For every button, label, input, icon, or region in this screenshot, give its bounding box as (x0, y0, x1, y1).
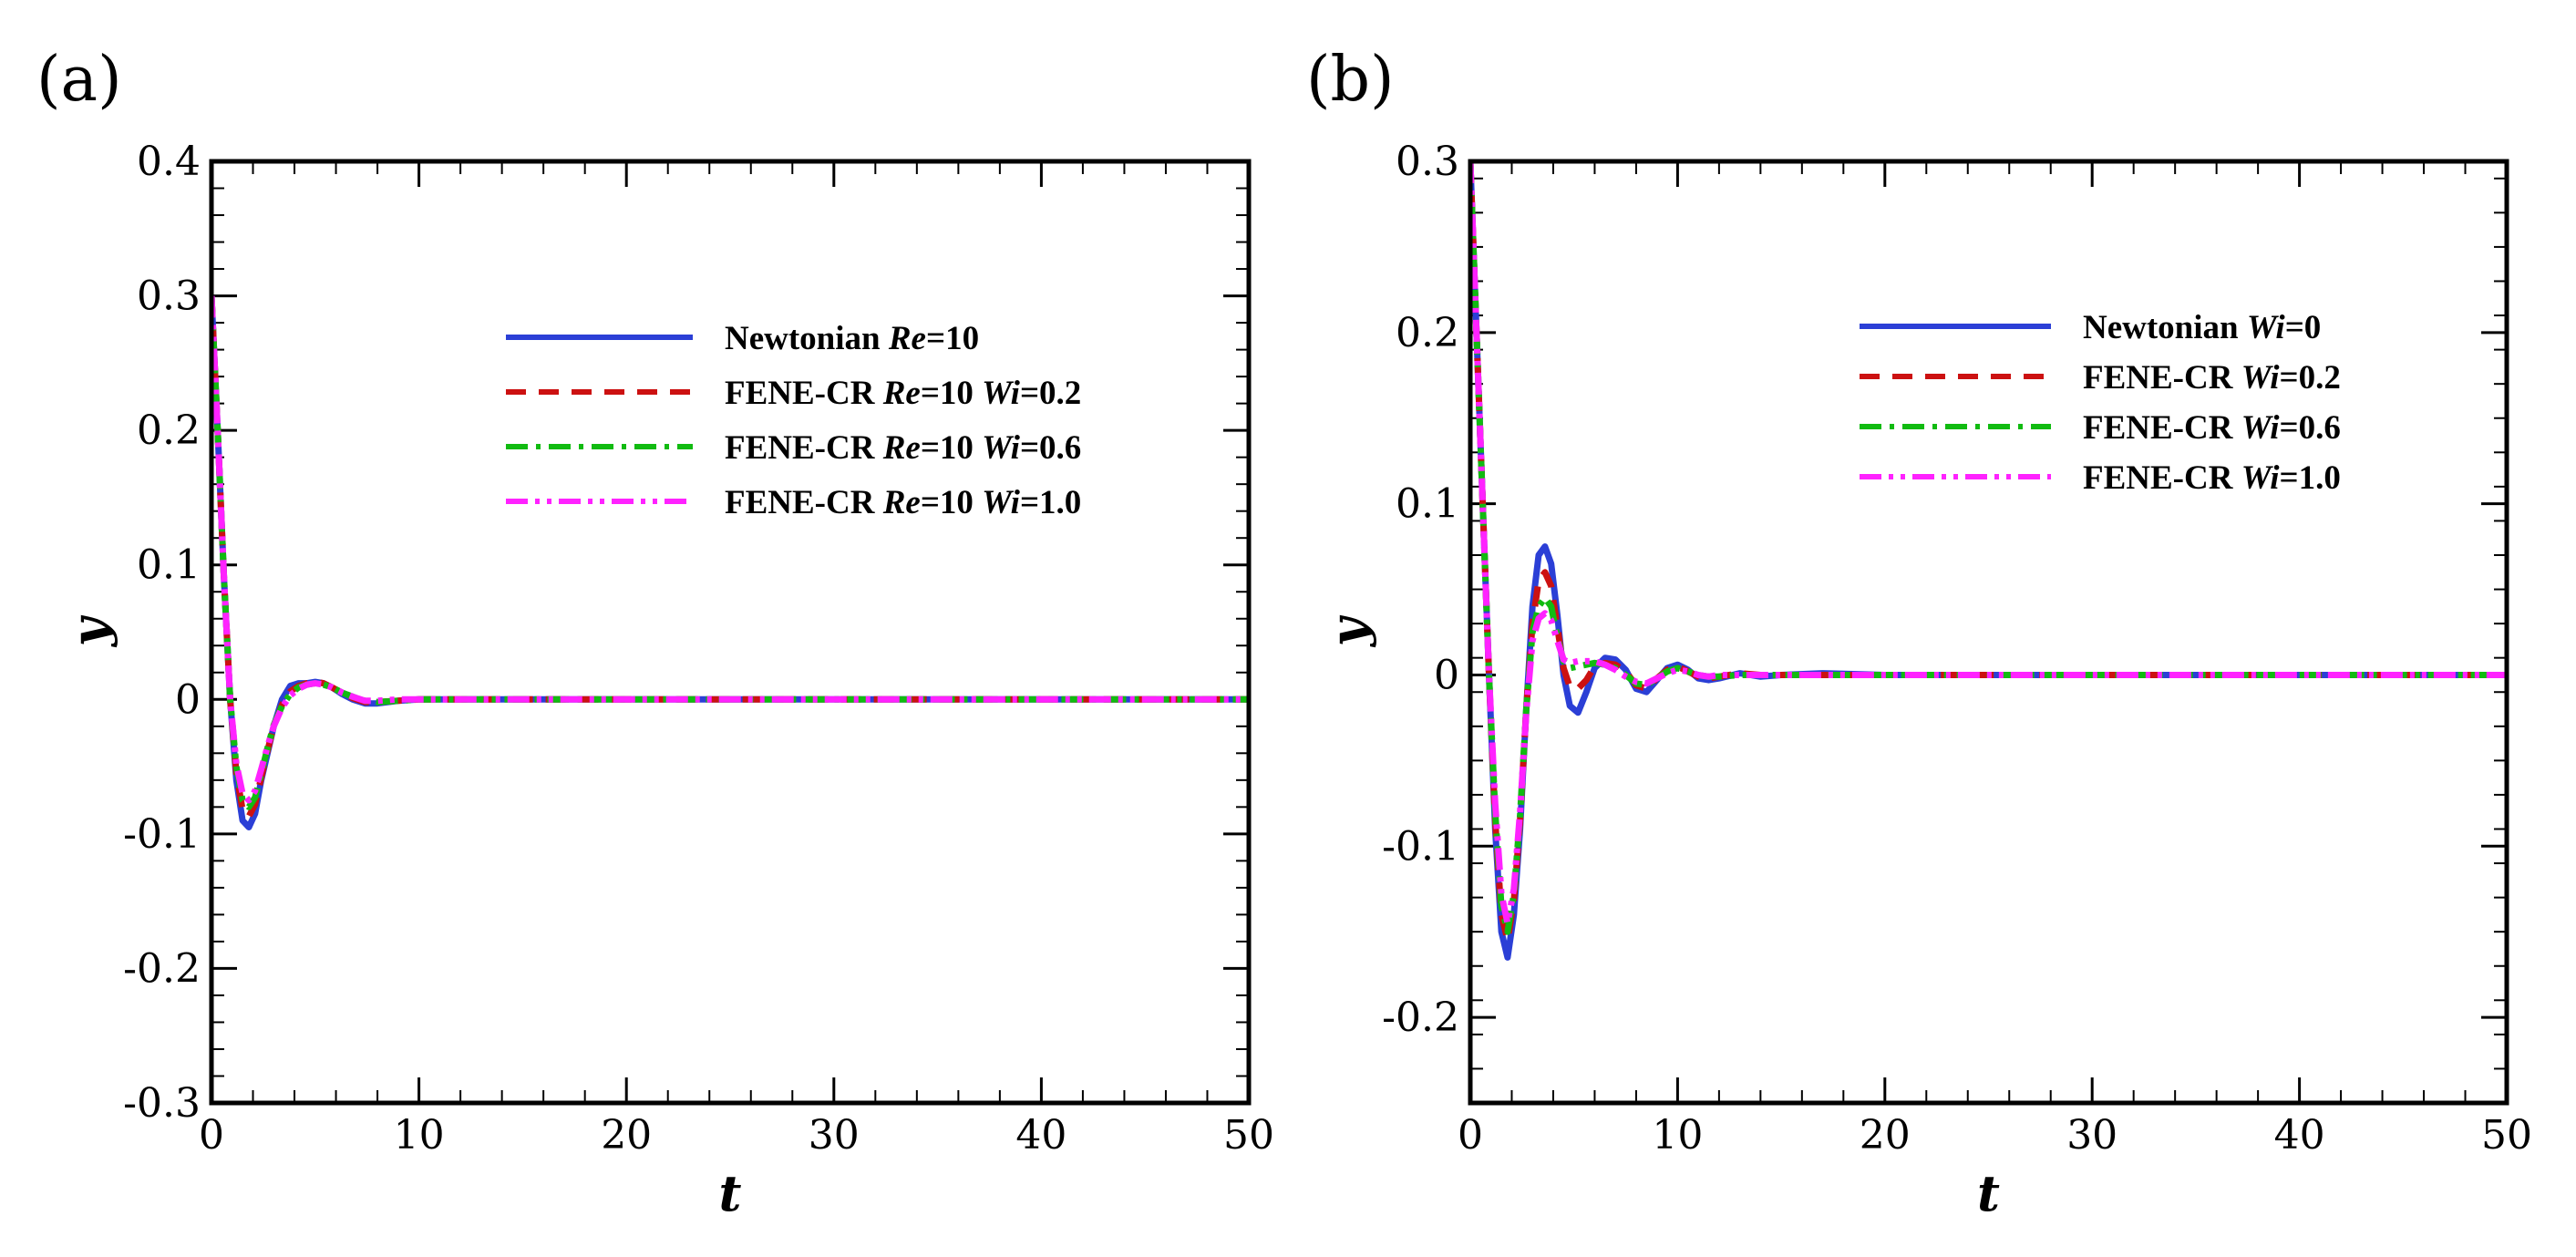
chart-0-legend-label-2: FENE-CR Re=10 Wi=0.6 (725, 429, 1081, 467)
chart-0-x-tick-label: 10 (394, 1112, 445, 1159)
chart-0-y-tick-label: 0 (175, 676, 201, 723)
chart-0-x-tick-label: 40 (1015, 1112, 1066, 1159)
chart-1-x-tick-label: 20 (1860, 1112, 1911, 1159)
chart-1-panel-label: (b) (1306, 44, 1395, 116)
chart-0-x-axis-label: t (719, 1164, 742, 1222)
chart-0-y-axis-label: y (60, 614, 118, 647)
chart-1-plot-frame (1468, 159, 2509, 1106)
chart-0-legend-label-part: Wi (982, 484, 1021, 521)
chart-0-plot-frame (209, 159, 1252, 1106)
chart-1-x-tick-label: 10 (1652, 1112, 1703, 1159)
chart-0-series-line-3 (211, 295, 1249, 804)
chart-1-y-axis-label: y (1319, 614, 1377, 647)
chart-0-x-tick-label: 50 (1223, 1112, 1274, 1159)
chart-1-x-tick-label: 30 (2066, 1112, 2117, 1159)
chart-0-y-tick-label: 0.2 (137, 407, 201, 454)
chart-0-legend-label-part: =0.2 (1020, 375, 1081, 412)
chart-0-legend-label-part: =10 (921, 429, 982, 467)
chart-1-y-tick-label: 0.2 (1396, 310, 1459, 356)
chart-1-legend-label-part: Wi (2247, 309, 2286, 346)
chart-1-legend-label-part: =1.0 (2280, 459, 2341, 497)
chart-1-legend-label-part: =0.6 (2280, 409, 2341, 447)
chart-0-y-tick-label: 0.3 (137, 273, 201, 320)
chart-1-legend-label-part: FENE-CR (2083, 409, 2241, 447)
chart-1-y-tick-label: 0 (1434, 652, 1459, 698)
chart-0-legend-label-part: =10 (921, 375, 982, 412)
chart-1-y-tick-label: 0.1 (1396, 481, 1459, 528)
chart-1-y-tick-label: 0.3 (1396, 139, 1459, 185)
chart-1-y-tick-label: -0.2 (1382, 994, 1459, 1041)
chart-0-legend-label-part: =10 (926, 320, 979, 357)
chart-1-x-tick-label: 40 (2274, 1112, 2325, 1159)
chart-0-legend-label-part: Re (882, 429, 921, 467)
chart-0-legend-label-part: Wi (982, 375, 1021, 412)
chart-1-y-tick-label: -0.1 (1382, 823, 1459, 870)
chart-0-legend-label-part: FENE-CR (725, 375, 883, 412)
chart-0-y-tick-label: 0.4 (137, 139, 201, 185)
chart-1-legend-label-part: Newtonian (2083, 309, 2247, 346)
chart-panel-a: (a) -0.3 -0.2 -0.1 0 0.1 0.2 0.3 0.4 0 10 20 30 40 50 t… (36, 44, 1274, 1222)
chart-0-legend-label-part: Re (882, 484, 921, 521)
chart-0-legend-label-0: Newtonian Re=10 (725, 320, 979, 357)
chart-1-x-tick-label: 0 (1458, 1112, 1483, 1159)
chart-1-x-tick-label: 50 (2481, 1112, 2532, 1159)
chart-1-legend-label-part: FENE-CR (2083, 359, 2241, 397)
chart-0-y-tick-label: 0.1 (137, 542, 201, 589)
chart-1-legend-label-2: FENE-CR Wi=0.6 (2083, 409, 2341, 447)
chart-0-legend-label-part: =10 (921, 484, 982, 521)
chart-0-y-tick-label: -0.3 (123, 1080, 201, 1127)
chart-0-legend-label-part: FENE-CR (725, 429, 883, 467)
chart-0-legend-label-part: =1.0 (1020, 484, 1081, 521)
chart-0-legend-label-part: =0.6 (1020, 429, 1081, 467)
chart-0-legend-label-part: Wi (982, 429, 1021, 467)
chart-0-legend-label-part: FENE-CR (725, 484, 883, 521)
chart-1-x-axis-label: t (1977, 1164, 2000, 1222)
chart-0-legend-label-part: Newtonian (725, 320, 889, 357)
chart-0-series-line-1 (211, 295, 1249, 820)
chart-1-series-line-3 (1470, 161, 2507, 927)
chart-0-panel-label: (a) (36, 44, 122, 116)
chart-1-legend-label-part: =0 (2285, 309, 2322, 346)
chart-0-x-tick-label: 0 (199, 1112, 224, 1159)
chart-0-legend-label-part: Re (888, 320, 926, 357)
chart-0-y-tick-label: -0.1 (123, 811, 201, 858)
chart-0-y-tick-label: -0.2 (123, 945, 201, 992)
chart-0-legend-label-part: Re (882, 375, 921, 412)
chart-1-legend-label-part: Wi (2241, 409, 2281, 447)
chart-1-legend-label-3: FENE-CR Wi=1.0 (2083, 459, 2341, 497)
chart-1-legend-label-1: FENE-CR Wi=0.2 (2083, 359, 2341, 397)
chart-1-legend-label-part: Wi (2241, 459, 2281, 497)
chart-0-legend-label-1: FENE-CR Re=10 Wi=0.2 (725, 375, 1081, 412)
chart-1-legend-label-part: FENE-CR (2083, 459, 2241, 497)
chart-panel-b: (b) -0.2 -0.1 0 0.1 0.2 0.3 0 10 20 30 40 50 t y Newton… (1306, 44, 2532, 1222)
chart-1-legend-label-part: =0.2 (2280, 359, 2341, 397)
chart-1-legend-label-part: Wi (2241, 359, 2281, 397)
chart-0-x-tick-label: 30 (809, 1112, 860, 1159)
chart-0-legend-label-3: FENE-CR Re=10 Wi=1.0 (725, 484, 1081, 521)
chart-0-x-tick-label: 20 (601, 1112, 652, 1159)
chart-1-legend-label-0: Newtonian Wi=0 (2083, 309, 2321, 346)
